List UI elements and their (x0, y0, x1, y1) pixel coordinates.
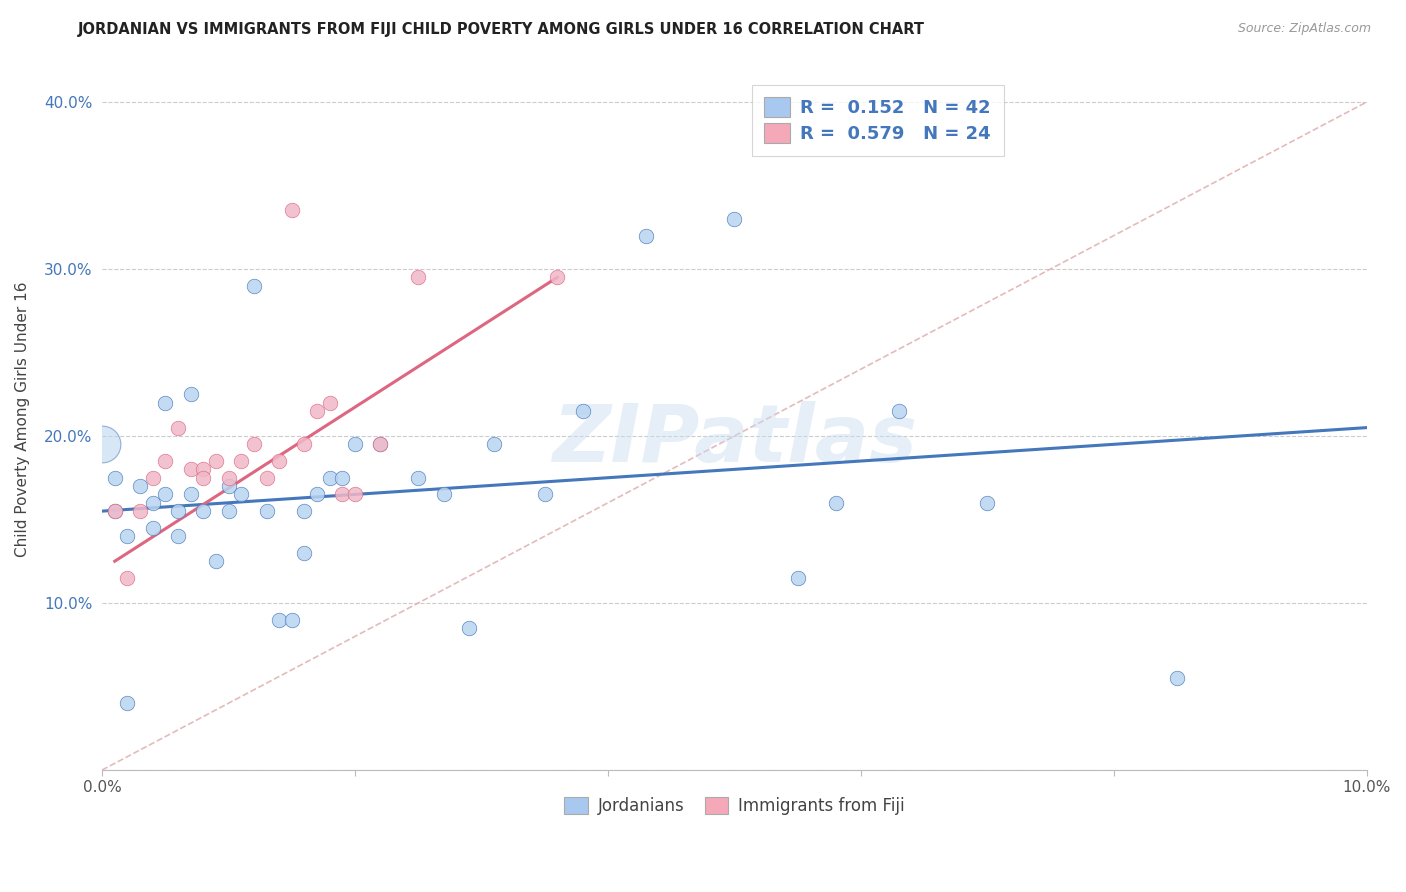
Point (167, 420, 190, 434)
Point (256, 471, 278, 485)
Point (180, 487, 202, 501)
Point (344, 487, 367, 501)
Point (155, 395, 177, 409)
Legend: Jordanians, Immigrants from Fiji: Jordanians, Immigrants from Fiji (554, 787, 914, 825)
Text: ZIPatlas: ZIPatlas (553, 401, 917, 479)
Y-axis label: Child Poverty Among Girls Under 16: Child Poverty Among Girls Under 16 (15, 282, 30, 557)
Text: Source: ZipAtlas.com: Source: ZipAtlas.com (1237, 22, 1371, 36)
Point (457, 621, 479, 635)
Point (231, 454, 253, 468)
Point (155, 454, 177, 468)
Point (193, 462, 215, 476)
Point (307, 487, 329, 501)
Point (231, 487, 253, 501)
Point (193, 504, 215, 518)
Point (370, 437, 392, 451)
Point (218, 504, 240, 518)
Point (1166, 671, 1188, 685)
Point (104, 471, 127, 485)
Point (281, 203, 304, 218)
Point (408, 270, 430, 285)
Point (976, 496, 998, 510)
Point (129, 504, 152, 518)
Point (786, 571, 808, 585)
Point (294, 504, 316, 518)
Point (256, 504, 278, 518)
Point (723, 211, 745, 226)
Point (104, 504, 127, 518)
Point (887, 404, 910, 418)
Point (824, 496, 846, 510)
Point (142, 496, 165, 510)
Point (243, 437, 266, 451)
Point (91, 437, 114, 451)
Point (482, 437, 505, 451)
Point (533, 487, 555, 501)
Point (281, 613, 304, 627)
Point (269, 454, 291, 468)
Point (193, 471, 215, 485)
Point (205, 554, 228, 568)
Point (370, 437, 392, 451)
Point (129, 479, 152, 493)
Point (205, 454, 228, 468)
Point (546, 270, 568, 285)
Point (104, 504, 127, 518)
Point (218, 471, 240, 485)
Point (180, 462, 202, 476)
Point (180, 387, 202, 401)
Point (571, 404, 593, 418)
Point (142, 471, 165, 485)
Point (117, 571, 139, 585)
Point (634, 228, 657, 243)
Point (167, 504, 190, 518)
Point (307, 404, 329, 418)
Point (117, 529, 139, 543)
Point (332, 471, 354, 485)
Point (332, 487, 354, 501)
Point (408, 471, 430, 485)
Text: JORDANIAN VS IMMIGRANTS FROM FIJI CHILD POVERTY AMONG GIRLS UNDER 16 CORRELATION: JORDANIAN VS IMMIGRANTS FROM FIJI CHILD … (77, 22, 924, 37)
Point (344, 437, 367, 451)
Point (269, 613, 291, 627)
Point (319, 395, 342, 409)
Point (243, 278, 266, 293)
Point (319, 471, 342, 485)
Point (117, 696, 139, 710)
Point (432, 487, 454, 501)
Point (294, 437, 316, 451)
Point (218, 479, 240, 493)
Point (167, 529, 190, 543)
Point (294, 546, 316, 560)
Point (142, 521, 165, 535)
Point (155, 487, 177, 501)
